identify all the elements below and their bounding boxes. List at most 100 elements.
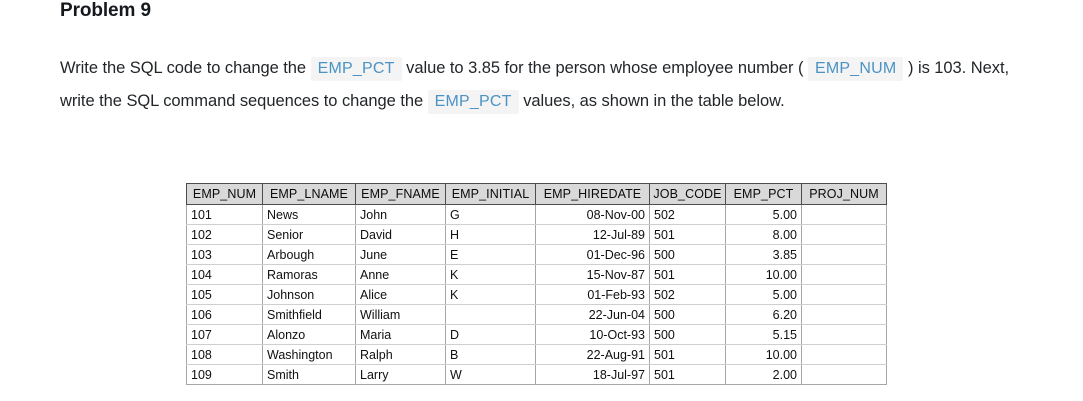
cell-emp-num: 103 [186, 244, 263, 265]
cell-job-code: 501 [649, 264, 726, 285]
prompt-text-1: Write the SQL code to change the [60, 59, 307, 77]
table-row: 105 Johnson Alice K 01-Feb-93 502 5.00 [186, 284, 887, 305]
cell-emp-pct: 10.00 [725, 344, 802, 365]
cell-job-code: 502 [649, 284, 726, 305]
column-header-emp-num: EMP_NUM [186, 183, 263, 205]
cell-emp-fname: June [355, 244, 446, 265]
cell-emp-fname: Ralph [355, 344, 446, 365]
cell-emp-pct: 2.00 [725, 364, 802, 385]
prompt-text-4: values, as shown in the table below. [523, 92, 785, 110]
cell-emp-hiredate: 08-Nov-00 [535, 204, 650, 225]
table-row: 106 Smithfield William 22-Jun-04 500 6.20 [186, 304, 887, 325]
cell-emp-initial: K [445, 264, 536, 285]
cell-emp-fname: John [355, 204, 446, 225]
cell-emp-num: 108 [186, 344, 263, 365]
table-row: 102 Senior David H 12-Jul-89 501 8.00 [186, 224, 887, 245]
cell-emp-fname: Anne [355, 264, 446, 285]
cell-proj-num [801, 204, 887, 225]
cell-emp-initial: B [445, 344, 536, 365]
cell-job-code: 500 [649, 304, 726, 325]
cell-emp-lname: Ramoras [262, 264, 356, 285]
cell-emp-initial: H [445, 224, 536, 245]
employee-table-container: EMP_NUM EMP_LNAME EMP_FNAME EMP_INITIAL … [186, 183, 887, 385]
cell-job-code: 501 [649, 224, 726, 245]
cell-emp-pct: 5.00 [725, 204, 802, 225]
cell-emp-num: 109 [186, 364, 263, 385]
cell-emp-fname: Larry [355, 364, 446, 385]
cell-emp-lname: Smithfield [262, 304, 356, 325]
column-header-proj-num: PROJ_NUM [801, 183, 887, 205]
cell-proj-num [801, 244, 887, 265]
cell-proj-num [801, 324, 887, 345]
prompt-text-3: ) is 103. Next, write the SQL command se… [60, 59, 1010, 110]
cell-emp-fname: Maria [355, 324, 446, 345]
cell-emp-hiredate: 01-Feb-93 [535, 284, 650, 305]
cell-emp-pct: 10.00 [725, 264, 802, 285]
cell-proj-num [801, 344, 887, 365]
table-row: 103 Arbough June E 01-Dec-96 500 3.85 [186, 244, 887, 265]
inline-code-emp-pct-2: EMP_PCT [427, 90, 519, 114]
inline-code-emp-pct-1: EMP_PCT [310, 57, 402, 81]
table-header-row: EMP_NUM EMP_LNAME EMP_FNAME EMP_INITIAL … [186, 183, 887, 205]
table-row: 107 Alonzo Maria D 10-Oct-93 500 5.15 [186, 324, 887, 345]
cell-emp-hiredate: 22-Jun-04 [535, 304, 650, 325]
table-row: 101 News John G 08-Nov-00 502 5.00 [186, 204, 887, 225]
column-header-emp-initial: EMP_INITIAL [445, 183, 536, 205]
cell-emp-initial: K [445, 284, 536, 305]
cell-emp-initial: D [445, 324, 536, 345]
cell-proj-num [801, 284, 887, 305]
cell-emp-fname: Alice [355, 284, 446, 305]
column-header-emp-pct: EMP_PCT [725, 183, 802, 205]
cell-proj-num [801, 304, 887, 325]
cell-emp-num: 107 [186, 324, 263, 345]
cell-emp-initial: E [445, 244, 536, 265]
cell-emp-num: 102 [186, 224, 263, 245]
column-header-job-code: JOB_CODE [649, 183, 726, 205]
cell-emp-initial: W [445, 364, 536, 385]
cell-emp-lname: Arbough [262, 244, 356, 265]
cell-emp-pct: 6.20 [725, 304, 802, 325]
cell-emp-fname: David [355, 224, 446, 245]
table-header: EMP_NUM EMP_LNAME EMP_FNAME EMP_INITIAL … [186, 183, 887, 205]
cell-emp-num: 101 [186, 204, 263, 225]
page-title: Problem 9 [60, 0, 151, 21]
prompt-text-2: value to 3.85 for the person whose emplo… [406, 59, 804, 77]
cell-emp-fname: William [355, 304, 446, 325]
column-header-emp-hiredate: EMP_HIREDATE [535, 183, 650, 205]
cell-emp-lname: Johnson [262, 284, 356, 305]
cell-emp-lname: News [262, 204, 356, 225]
cell-emp-hiredate: 10-Oct-93 [535, 324, 650, 345]
cell-emp-lname: Senior [262, 224, 356, 245]
cell-emp-num: 104 [186, 264, 263, 285]
cell-emp-pct: 5.00 [725, 284, 802, 305]
cell-emp-hiredate: 12-Jul-89 [535, 224, 650, 245]
inline-code-emp-num: EMP_NUM [808, 57, 904, 81]
cell-proj-num [801, 224, 887, 245]
cell-job-code: 500 [649, 244, 726, 265]
cell-emp-pct: 3.85 [725, 244, 802, 265]
cell-emp-initial [445, 304, 536, 325]
cell-emp-lname: Smith [262, 364, 356, 385]
cell-emp-lname: Alonzo [262, 324, 356, 345]
cell-job-code: 501 [649, 344, 726, 365]
cell-proj-num [801, 364, 887, 385]
problem-statement: Write the SQL code to change the EMP_PCT… [60, 52, 1015, 118]
cell-emp-hiredate: 15-Nov-87 [535, 264, 650, 285]
cell-job-code: 500 [649, 324, 726, 345]
cell-emp-num: 105 [186, 284, 263, 305]
cell-emp-pct: 5.15 [725, 324, 802, 345]
column-header-emp-lname: EMP_LNAME [262, 183, 356, 205]
cell-emp-hiredate: 01-Dec-96 [535, 244, 650, 265]
cell-proj-num [801, 264, 887, 285]
table-row: 109 Smith Larry W 18-Jul-97 501 2.00 [186, 364, 887, 385]
cell-emp-lname: Washington [262, 344, 356, 365]
cell-emp-num: 106 [186, 304, 263, 325]
column-header-emp-fname: EMP_FNAME [355, 183, 446, 205]
employee-table: EMP_NUM EMP_LNAME EMP_FNAME EMP_INITIAL … [186, 183, 887, 385]
cell-job-code: 502 [649, 204, 726, 225]
table-body: 101 News John G 08-Nov-00 502 5.00 102 Senior Dav… [186, 204, 887, 385]
table-row: 104 Ramoras Anne K 15-Nov-87 501 10.00 [186, 264, 887, 285]
table-row: 108 Washington Ralph B 22-Aug-91 501 10.00 [186, 344, 887, 365]
cell-emp-hiredate: 22-Aug-91 [535, 344, 650, 365]
